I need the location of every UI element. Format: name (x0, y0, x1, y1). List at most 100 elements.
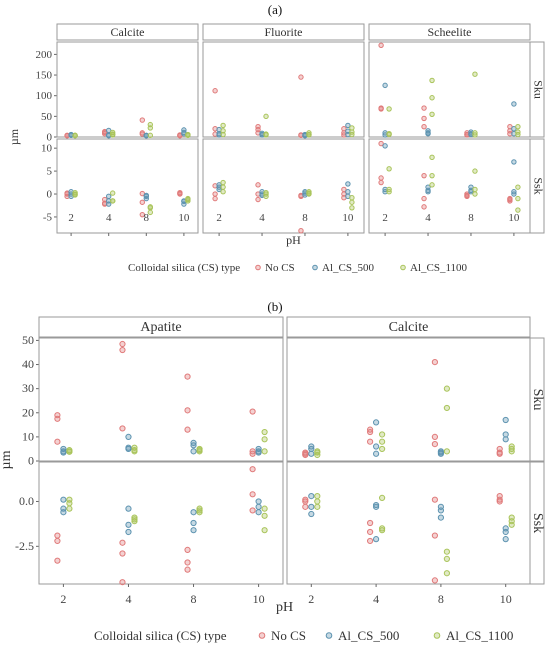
point-al-cs-500 (511, 126, 517, 132)
point-no-cs (249, 450, 256, 457)
panel-scheelite-ssk (368, 138, 531, 234)
row-label-ssk: Ssk (531, 177, 545, 194)
x-axis-title: pH (276, 600, 293, 615)
point-no-cs (496, 496, 503, 503)
panel-apatite-sku (38, 337, 284, 462)
point-al-cs-1100 (261, 436, 268, 443)
row-label-sku: Sku (530, 389, 545, 411)
point-al-cs-500 (373, 450, 380, 457)
point-al-cs-500 (502, 436, 509, 443)
point-al-cs-500 (373, 419, 380, 426)
point-no-cs (302, 498, 309, 505)
point-al-cs-500 (143, 195, 150, 202)
point-al-cs-1100 (443, 570, 450, 577)
point-no-cs (431, 359, 438, 366)
strip-label-scheelite: Scheelite (428, 25, 472, 39)
point-al-cs-1100 (110, 132, 116, 138)
x-tick-label: 8 (468, 212, 474, 224)
row-label-ssk: Ssk (530, 513, 545, 533)
x-tick-label: 10 (178, 212, 190, 224)
legend-b: Colloidal silica (CS) type No CS Al_CS_500… (94, 628, 513, 643)
point-no-cs (378, 175, 384, 181)
strip-calcite-b (286, 316, 531, 338)
point-no-cs (302, 496, 309, 503)
legend-entry-al-cs-500: Al_CS_500 (322, 262, 374, 274)
y-tick-label: -5 (43, 211, 53, 223)
point-no-cs (139, 117, 146, 123)
x-tick-label: 8 (191, 592, 197, 606)
point-no-cs (184, 559, 191, 566)
point-no-cs (119, 550, 126, 557)
y-axis-title: µm (0, 450, 14, 469)
point-al-cs-1100 (515, 184, 521, 190)
point-al-cs-1100 (443, 448, 450, 455)
strip-label-calcite: Calcite (389, 320, 429, 335)
point-al-cs-1100 (110, 198, 116, 204)
point-no-cs (119, 340, 126, 348)
y-tick-label: 20 (22, 405, 34, 419)
point-no-cs (367, 438, 374, 445)
point-al-cs-500 (373, 536, 380, 543)
point-al-cs-500 (382, 82, 388, 89)
point-no-cs (496, 450, 503, 457)
point-no-cs (367, 537, 374, 545)
point-no-cs (54, 537, 61, 545)
point-al-cs-1100 (314, 498, 321, 505)
x-tick-label: 2 (68, 212, 74, 224)
legend-entry-al-cs-500: Al_CS_500 (338, 628, 399, 643)
point-no-cs (298, 74, 304, 80)
chart-a: Calcite Fluorite ScheeliteSku050100150200S… (7, 23, 545, 247)
x-tick-label: 4 (259, 212, 265, 224)
y-tick-label: 200 (36, 49, 53, 61)
point-al-cs-1100 (261, 448, 268, 455)
y-tick-label: 30 (22, 381, 34, 395)
panel-apatite-ssk (38, 461, 284, 585)
y-tick-label: -2.5 (15, 539, 34, 553)
point-al-cs-1100 (429, 111, 435, 117)
point-no-cs (212, 191, 218, 197)
point-al-cs-500 (502, 528, 509, 536)
strip-label-fluorite: Fluorite (265, 25, 303, 39)
legend-marker-al-cs-500 (325, 632, 333, 639)
point-no-cs (119, 539, 126, 546)
point-al-cs-1100 (261, 428, 268, 436)
y-tick-label: 50 (41, 111, 53, 123)
point-no-cs (184, 546, 191, 554)
point-no-cs (507, 196, 513, 203)
point-no-cs (496, 498, 503, 505)
point-al-cs-1100 (443, 404, 450, 412)
point-no-cs (431, 532, 438, 539)
point-al-cs-1100 (379, 494, 386, 501)
point-al-cs-1100 (386, 131, 392, 138)
point-al-cs-1100 (472, 191, 478, 197)
point-al-cs-500 (345, 122, 351, 129)
point-al-cs-1100 (314, 492, 321, 500)
point-al-cs-1100 (314, 451, 321, 459)
point-al-cs-1100 (72, 132, 78, 139)
x-tick-label: 2 (60, 592, 66, 606)
point-al-cs-1100 (429, 172, 435, 179)
point-al-cs-500 (437, 514, 444, 521)
y-tick-label: 50 (22, 333, 34, 347)
point-no-cs (367, 428, 374, 436)
point-al-cs-1100 (261, 527, 268, 534)
point-al-cs-1100 (429, 182, 435, 188)
point-al-cs-500 (60, 496, 67, 503)
point-al-cs-1100 (220, 179, 226, 186)
point-no-cs (212, 88, 218, 94)
point-al-cs-1100 (220, 122, 226, 129)
point-al-cs-500 (511, 159, 517, 165)
point-no-cs (431, 577, 438, 584)
y-tick-label: 100 (36, 90, 53, 102)
panel-calcite-sku (286, 337, 531, 462)
legend-title: Colloidal silica (CS) type (94, 628, 227, 643)
y-tick-label: 0 (47, 189, 53, 201)
point-al-cs-500 (190, 519, 197, 527)
y-tick-label: 0.0 (19, 494, 34, 508)
point-al-cs-500 (308, 450, 315, 457)
chart-b: Apatite Calcite Sku 0 10 20 30 40 50 Ssk -2.5 0.0 2 4… (0, 316, 545, 615)
panel-scheelite-sku (368, 41, 531, 138)
point-al-cs-1100 (66, 500, 73, 507)
point-no-cs (431, 433, 438, 440)
